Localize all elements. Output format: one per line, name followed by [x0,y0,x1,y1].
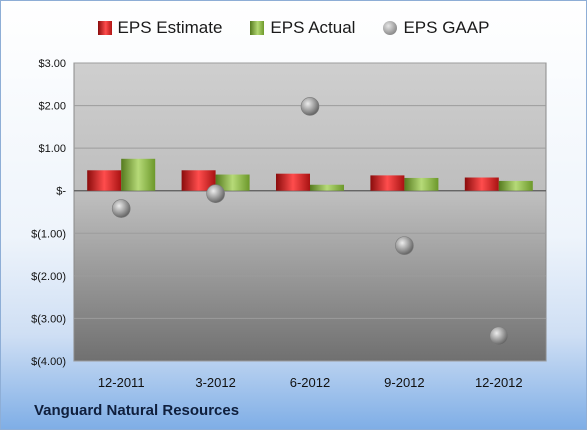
y-tick-label: $3.00 [38,58,66,70]
chart-legend: EPS Estimate EPS Actual EPS GAAP [1,18,586,38]
bar-eps-actual [310,184,344,191]
x-tick-label: 9-2012 [384,375,424,390]
x-tick-label: 12-2012 [475,375,523,390]
legend-item-estimate: EPS Estimate [97,18,223,38]
y-axis-ticks: $(4.00) $(3.00) $(2.00) $(1.00) $- $1.00 $2.00… [31,58,66,368]
y-tick-label: $- [56,186,66,198]
legend-label-gaap: EPS GAAP [403,18,490,37]
bar-eps-estimate [276,173,310,191]
gaap-points [111,97,509,346]
y-tick-label: $2.00 [38,101,66,113]
legend-item-actual: EPS Actual [250,18,355,38]
x-tick-label: 3-2012 [195,375,235,390]
y-tick-label: $(4.00) [31,356,66,368]
legend-swatch-gaap [383,21,398,35]
legend-swatch-estimate [97,21,112,35]
point-eps-gaap [489,326,509,346]
bar-eps-estimate [181,170,216,191]
bar-eps-actual [498,180,533,191]
y-tick-label: $(2.00) [31,271,66,283]
y-tick-label: $(1.00) [31,228,66,240]
point-eps-gaap [300,97,320,116]
bar-eps-actual [404,177,439,191]
bar-eps-estimate [464,177,499,191]
x-tick-label: 6-2012 [290,375,330,390]
bar-eps-actual [215,174,250,191]
bar-eps-actual [121,158,156,191]
y-tick-label: $(3.00) [31,313,66,325]
bar-eps-estimate [370,175,405,191]
legend-swatch-actual [250,21,265,35]
bars [87,158,533,191]
legend-item-gaap: EPS GAAP [383,18,489,38]
company-name: Vanguard Natural Resources [34,402,240,419]
x-axis-ticks: 12-2011 3-2012 6-2012 9-2012 12-2012 [98,375,523,390]
y-tick-label: $1.00 [38,143,66,155]
point-eps-gaap [395,236,414,255]
point-eps-gaap [206,184,225,203]
gridlines [74,62,546,362]
legend-label-estimate: EPS Estimate [117,18,223,37]
x-tick-label: 12-2011 [98,375,145,390]
bar-eps-estimate [87,170,122,191]
point-eps-gaap [111,199,131,218]
legend-label-actual: EPS Actual [270,18,356,37]
